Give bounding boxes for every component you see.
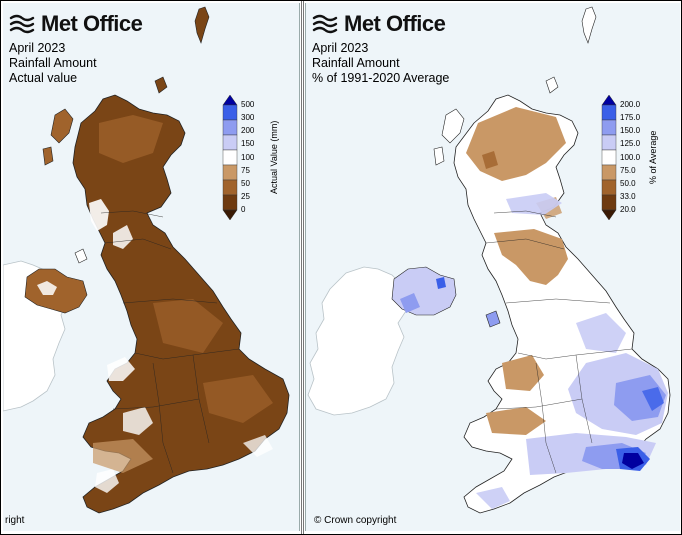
colorbar-segment (222, 194, 238, 211)
colorbar-tick-label: 200 (241, 126, 255, 136)
copyright-text: right (5, 515, 25, 526)
northern-isles (581, 6, 597, 44)
region-boundaries (100, 210, 240, 474)
percent-of-average-panel: Met Office April 2023 Rainfall Amount % … (305, 3, 680, 531)
colorbar-tick-label: 25 (241, 191, 250, 201)
logo-text: Met Office (344, 11, 446, 36)
colorbar-segment (601, 194, 617, 211)
copyright-text: © Crown copyright (314, 515, 397, 526)
colorbar-segment (222, 149, 238, 166)
title-line-measure: Actual value (9, 71, 78, 85)
title-line-measure: % of 1991-2020 Average (312, 71, 450, 85)
northern-ireland (391, 266, 457, 316)
title-line-month: April 2023 (312, 41, 369, 55)
colorbar-tick-label: 150 (241, 139, 255, 149)
colorbar-segment (601, 104, 617, 121)
western-isles (441, 108, 465, 144)
colorbar-extend-top (222, 95, 238, 106)
colorbar-segment (601, 164, 617, 181)
actual-value-panel: Met Office April 2023 Rainfall Amount Ac… (3, 3, 300, 531)
colorbar-extend-top (601, 95, 617, 106)
colorbar-axis-label: % of Average (648, 130, 658, 184)
title-line-variable: Rainfall Amount (312, 56, 400, 70)
colorbar-tick-label: 20.0 (620, 205, 636, 214)
colorbar-extend-bottom (601, 209, 617, 221)
colorbar-segment (601, 179, 617, 196)
percent-of-average-legend: 200.0 175.0 150.0 125.0 100.0 75.0 50.0 33.0 20.… (600, 95, 680, 240)
percent-of-average-map (307, 6, 671, 514)
colorbar-tick-label: 500 (241, 100, 255, 109)
map-title: April 2023 Rainfall Amount Actual value (9, 41, 97, 86)
western-isles (50, 108, 74, 144)
colorbar-segment (222, 134, 238, 151)
colorbar-segment (601, 134, 617, 151)
colorbar-axis-label: Actual Value (mm) (269, 120, 279, 194)
colorbar-segment (222, 104, 238, 121)
colorbar-segment (222, 119, 238, 136)
met-office-logo-icon (9, 14, 35, 34)
colorbar-tick-label: 75 (241, 165, 250, 175)
title-line-month: April 2023 (9, 41, 66, 55)
colorbar-extend-bottom (222, 209, 238, 221)
colorbar-tick-label: 0 (241, 205, 246, 214)
colorbar-segment (601, 119, 617, 136)
actual-value-legend: 500 300 200 150 100 75 50 25 0 Actual Value (mm) (221, 95, 299, 240)
met-office-logo: Met Office (312, 11, 446, 37)
panel-divider (301, 1, 304, 534)
colorbar-segment (601, 149, 617, 166)
title-line-variable: Rainfall Amount (9, 56, 97, 70)
region-boundaries (485, 210, 633, 474)
colorbar-tick-label: 200.0 (620, 100, 641, 109)
colorbar-tick-label: 125.0 (620, 139, 641, 149)
actual-value-map (3, 6, 290, 514)
met-office-logo: Met Office (9, 11, 143, 37)
colorbar-tick-label: 100.0 (620, 152, 641, 162)
colorbar-segment (222, 164, 238, 181)
colorbar-tick-label: 100 (241, 152, 255, 162)
map-title: April 2023 Rainfall Amount % of 1991-202… (312, 41, 449, 86)
colorbar-tick-label: 75.0 (620, 165, 636, 175)
colorbar-segment (222, 179, 238, 196)
colorbar-tick-label: 150.0 (620, 126, 641, 136)
colorbar-tick-label: 175.0 (620, 113, 641, 123)
northern-ireland (24, 268, 88, 314)
colorbar (601, 95, 617, 221)
colorbar-tick-label: 33.0 (620, 191, 636, 201)
colorbar-tick-label: 50 (241, 178, 250, 188)
colorbar-tick-label: 50.0 (620, 178, 636, 188)
logo-text: Met Office (41, 11, 143, 36)
met-office-logo-icon (312, 14, 338, 34)
northern-isles (194, 6, 210, 44)
colorbar (222, 95, 238, 221)
colorbar-tick-label: 300 (241, 113, 255, 123)
